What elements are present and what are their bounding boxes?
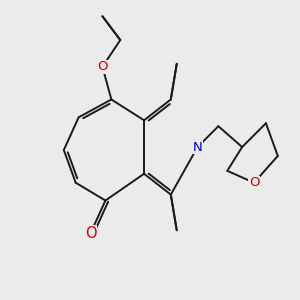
Text: O: O bbox=[85, 226, 96, 241]
Text: O: O bbox=[249, 176, 259, 189]
Text: N: N bbox=[193, 140, 202, 154]
Text: O: O bbox=[97, 60, 108, 73]
